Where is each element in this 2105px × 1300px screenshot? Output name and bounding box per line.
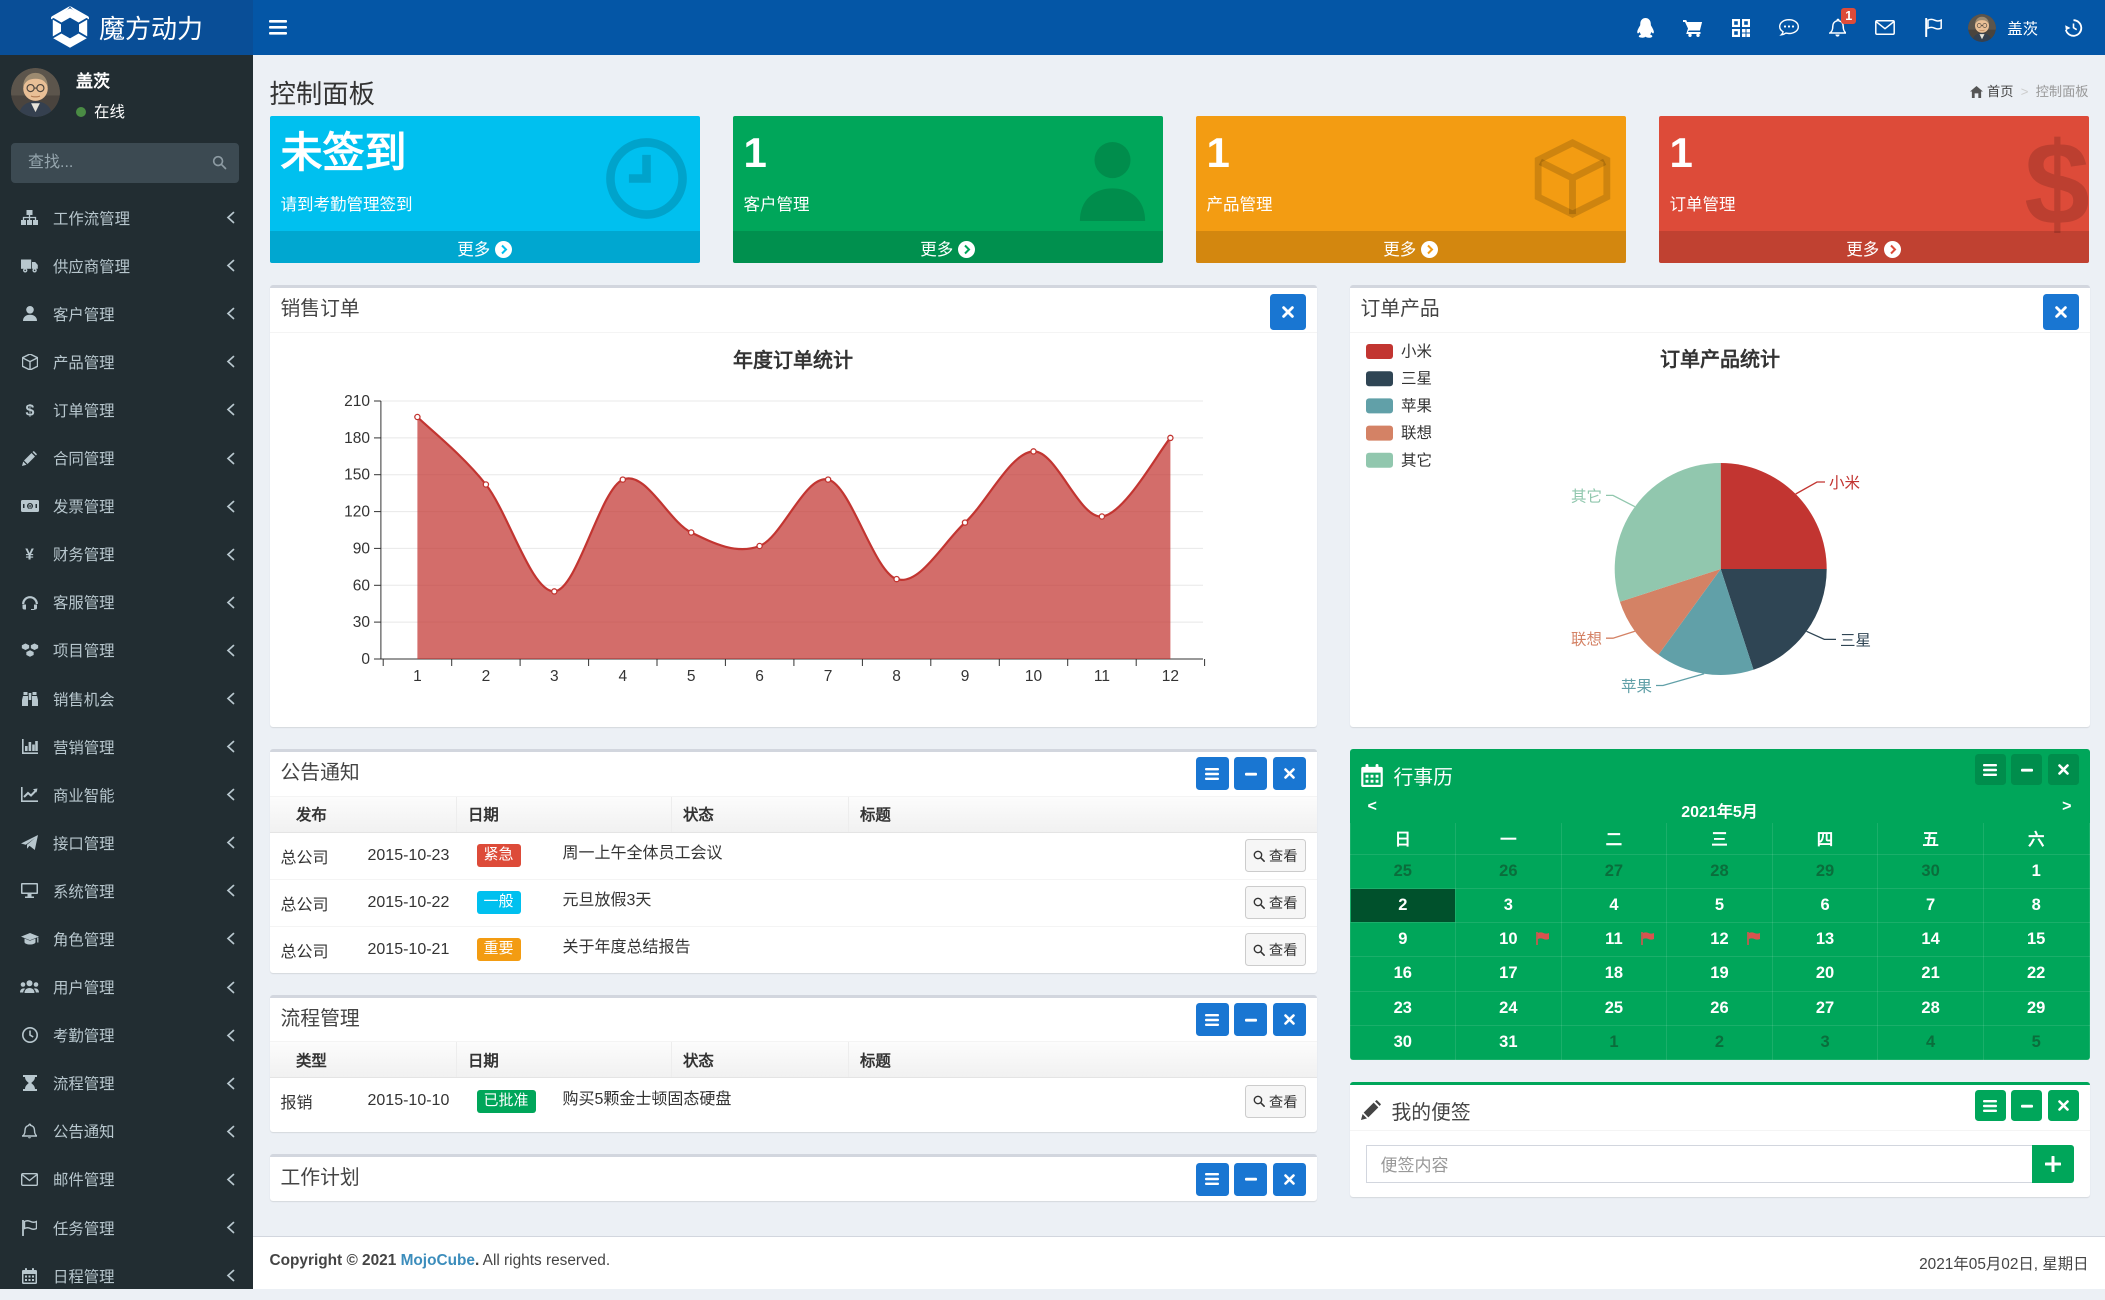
svg-text:其它: 其它 [1401,451,1432,469]
svg-text:150: 150 [344,466,370,483]
svg-text:5: 5 [686,668,695,685]
svg-text:¥: ¥ [25,547,34,563]
svg-text:90: 90 [352,540,370,557]
svg-text:30: 30 [352,614,370,631]
svg-text:小米: 小米 [1829,474,1860,492]
svg-text:$: $ [25,402,34,418]
svg-text:210: 210 [344,393,370,410]
svg-text:8: 8 [892,668,901,685]
svg-text:3: 3 [549,668,558,685]
svg-text:180: 180 [344,430,370,447]
svg-text:11: 11 [1093,668,1109,685]
svg-text:7: 7 [823,668,832,685]
svg-text:10: 10 [1024,668,1042,685]
svg-text:三星: 三星 [1840,632,1871,649]
svg-text:年度订单统计: 年度订单统计 [733,348,853,372]
svg-text:联想: 联想 [1401,424,1432,442]
svg-text:6: 6 [755,668,764,685]
svg-text:1: 1 [413,668,422,685]
svg-text:12: 12 [1161,668,1178,685]
svg-text:120: 120 [344,503,370,520]
svg-text:2: 2 [481,668,490,685]
svg-text:0: 0 [28,503,32,510]
svg-text:苹果: 苹果 [1621,677,1652,695]
svg-text:9: 9 [960,668,969,685]
svg-text:三星: 三星 [1401,370,1432,387]
svg-text:4: 4 [618,668,627,685]
svg-text:0: 0 [361,651,370,668]
svg-text:订单产品统计: 订单产品统计 [1660,347,1780,371]
svg-text:联想: 联想 [1571,630,1602,648]
svg-text:$: $ [2026,126,2088,238]
svg-text:其它: 其它 [1571,487,1602,505]
svg-text:60: 60 [352,577,370,594]
svg-text:苹果: 苹果 [1401,397,1432,415]
svg-text:小米: 小米 [1401,342,1432,360]
